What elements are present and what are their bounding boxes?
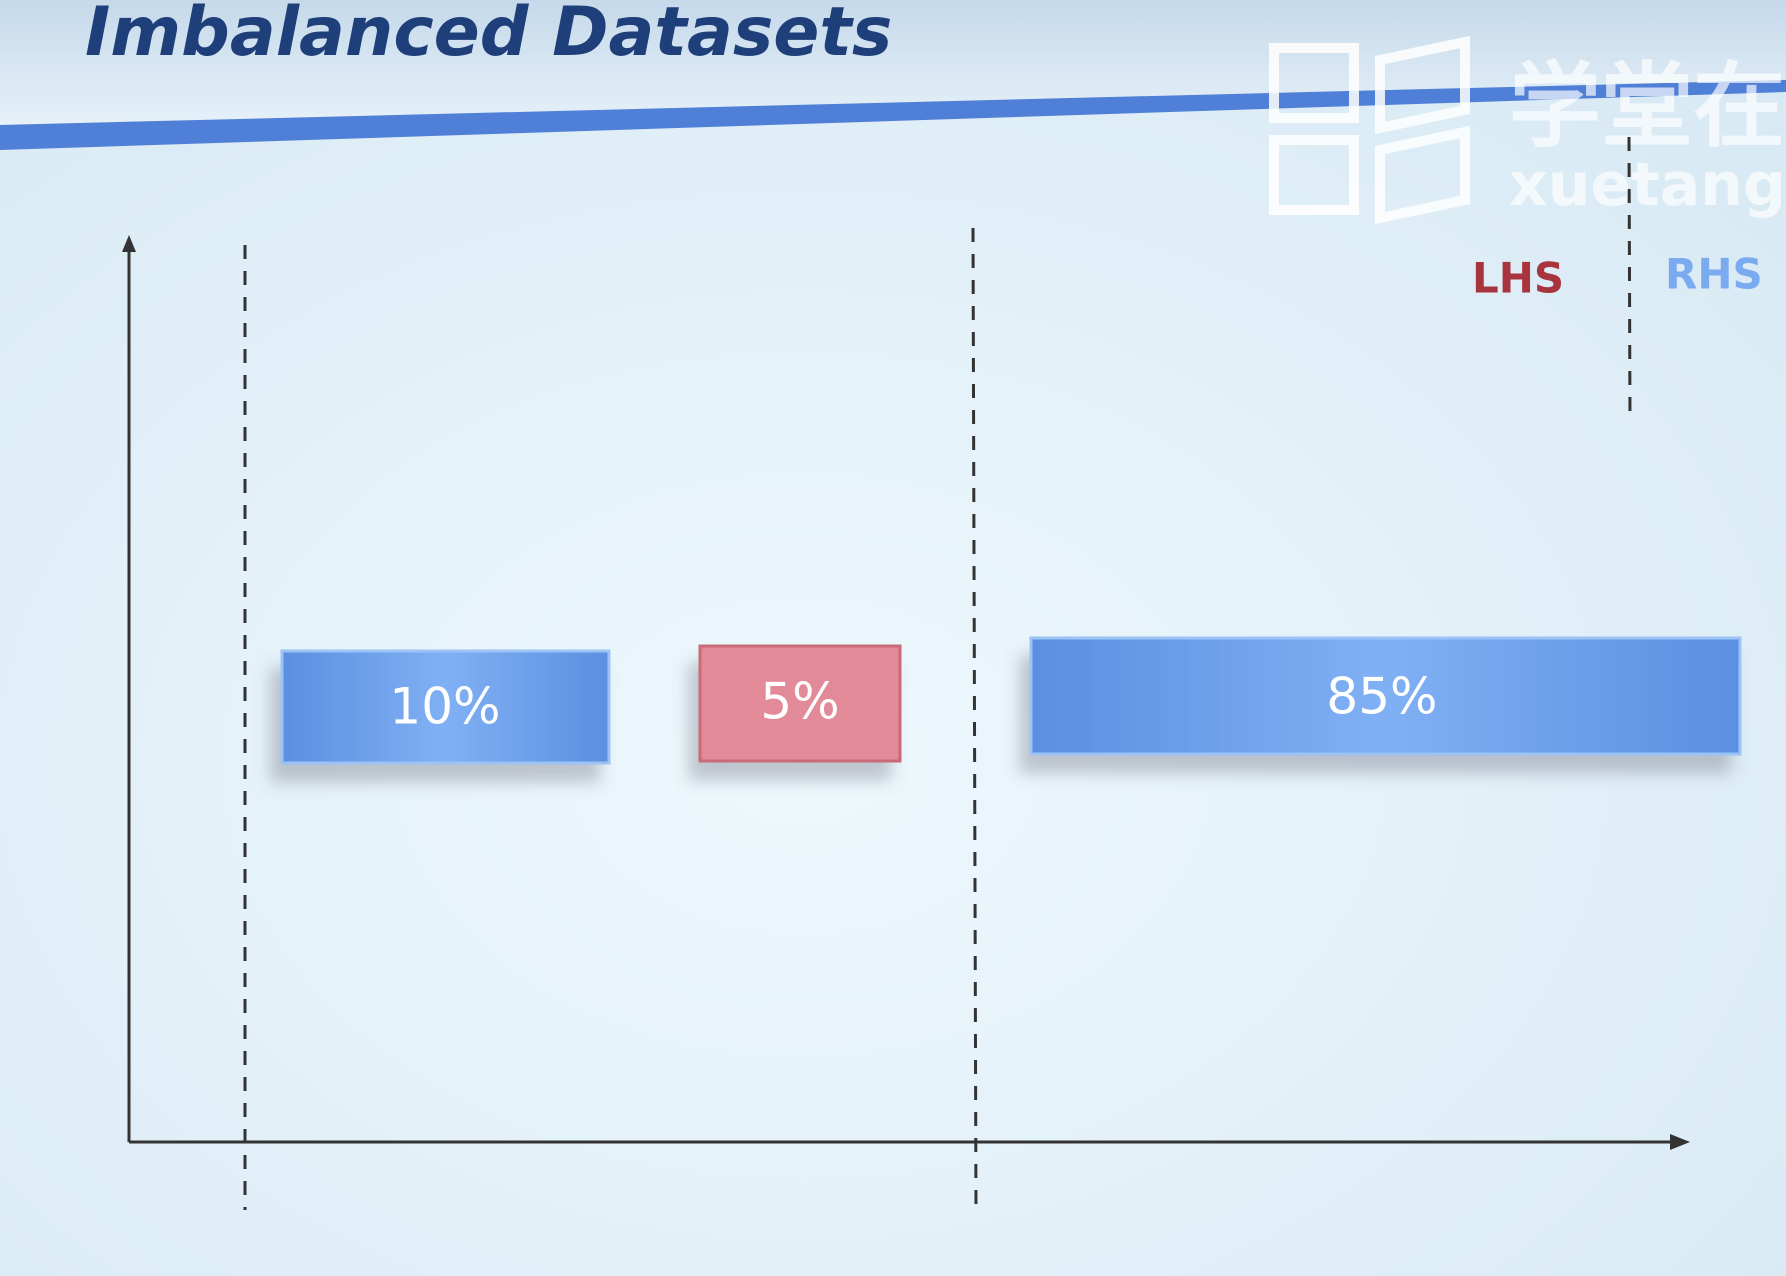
legend-rhs: RHS bbox=[1665, 250, 1763, 299]
header-stripe bbox=[0, 80, 1786, 150]
x-axis-arrow bbox=[1670, 1134, 1690, 1150]
y-axis-arrow bbox=[122, 235, 136, 252]
divider bbox=[971, 227, 978, 1216]
legend-lhs: LHS bbox=[1472, 254, 1564, 303]
box-label: 10% bbox=[389, 678, 500, 736]
box-label: 85% bbox=[1326, 668, 1437, 726]
legend-divider bbox=[1627, 136, 1632, 422]
watermark: 学堂在线 xuetangx bbox=[1269, 35, 1786, 225]
box-label: 5% bbox=[760, 673, 839, 731]
box bbox=[1029, 636, 1742, 756]
box bbox=[698, 644, 902, 763]
watermark-icon bbox=[1269, 35, 1470, 225]
box bbox=[280, 649, 611, 765]
slide-title: Imbalanced Datasets bbox=[85, 0, 892, 72]
watermark-domain: xuetangx bbox=[1509, 150, 1786, 220]
watermark-text: 学堂在线 bbox=[1509, 53, 1786, 160]
box-group bbox=[280, 636, 1742, 765]
